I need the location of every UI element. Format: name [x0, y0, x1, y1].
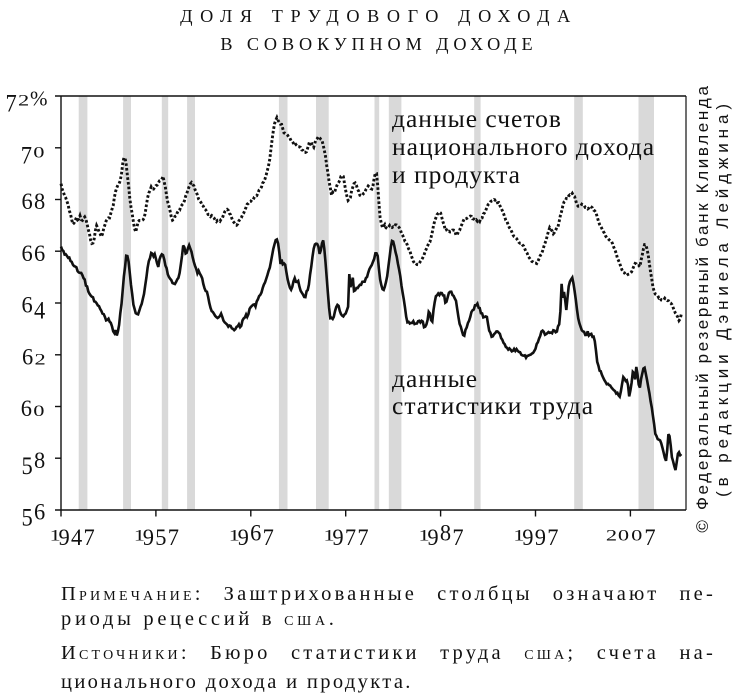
- svg-text:8: 8: [440, 519, 451, 546]
- svg-text:9: 9: [522, 523, 533, 550]
- svg-text:0: 0: [33, 403, 44, 420]
- svg-text:7: 7: [357, 523, 368, 550]
- svg-text:9: 9: [332, 523, 343, 550]
- svg-text:7: 7: [6, 90, 17, 118]
- svg-text:1: 1: [134, 527, 145, 544]
- svg-text:0: 0: [33, 144, 44, 161]
- svg-text:1: 1: [418, 527, 429, 544]
- svg-text:6: 6: [22, 291, 33, 318]
- svg-text:6: 6: [22, 343, 33, 370]
- svg-text:8: 8: [34, 446, 45, 473]
- svg-text:5: 5: [155, 523, 166, 550]
- svg-text:7: 7: [84, 523, 95, 550]
- svg-text:0: 0: [631, 527, 642, 544]
- svg-text:9: 9: [143, 523, 154, 550]
- svg-text:2: 2: [35, 352, 46, 369]
- svg-text:7: 7: [263, 523, 274, 550]
- svg-text:6: 6: [22, 239, 33, 266]
- svg-text:6: 6: [34, 498, 45, 525]
- svg-text:%: %: [30, 87, 48, 111]
- svg-text:7: 7: [21, 142, 32, 170]
- svg-text:9: 9: [59, 523, 70, 550]
- svg-text:0: 0: [618, 527, 629, 544]
- svg-text:4: 4: [71, 523, 83, 550]
- svg-text:2: 2: [606, 527, 617, 544]
- svg-text:6: 6: [250, 519, 261, 546]
- svg-text:9: 9: [238, 523, 249, 550]
- svg-text:7: 7: [452, 523, 463, 550]
- svg-text:8: 8: [34, 188, 45, 215]
- svg-text:5: 5: [22, 453, 33, 481]
- svg-text:6: 6: [22, 188, 33, 215]
- svg-text:7: 7: [168, 523, 179, 550]
- svg-text:2: 2: [18, 93, 29, 110]
- svg-text:1: 1: [50, 527, 61, 544]
- svg-text:7: 7: [547, 523, 558, 550]
- svg-text:9: 9: [427, 523, 438, 550]
- svg-text:6: 6: [21, 395, 32, 422]
- svg-text:9: 9: [535, 523, 546, 550]
- svg-text:7: 7: [644, 523, 655, 550]
- svg-text:1: 1: [323, 527, 334, 544]
- svg-text:4: 4: [34, 297, 45, 325]
- svg-text:6: 6: [34, 239, 45, 266]
- svg-text:1: 1: [513, 527, 524, 544]
- svg-text:7: 7: [345, 523, 356, 550]
- svg-text:5: 5: [22, 504, 33, 532]
- svg-text:1: 1: [229, 527, 240, 544]
